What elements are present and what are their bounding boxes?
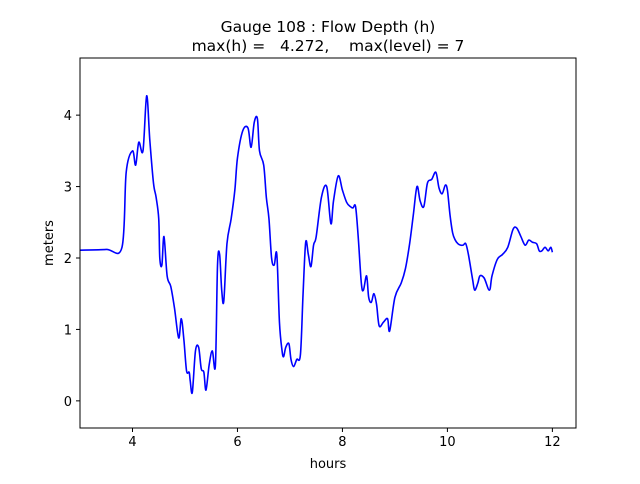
plot-content <box>79 95 554 395</box>
y-axis-label: meters <box>42 220 57 266</box>
y-tick-label: 3 <box>64 181 72 196</box>
y-tick-label: 2 <box>64 252 72 267</box>
chart-subtitle: max(h) = 4.272, max(level) = 7 <box>192 37 465 55</box>
y-tick-label: 0 <box>64 395 72 410</box>
y-tick-label: 4 <box>64 109 72 124</box>
chart-title: Gauge 108 : Flow Depth (h) <box>221 18 436 36</box>
x-tick-label: 4 <box>128 435 136 450</box>
x-tick-label: 10 <box>439 435 456 450</box>
x-tick-label: 12 <box>544 435 561 450</box>
flow-depth-series-line <box>79 95 554 395</box>
plot-frame <box>79 57 577 429</box>
x-tick-label: 6 <box>233 435 241 450</box>
x-axis-label: hours <box>310 457 347 472</box>
y-tick-label: 1 <box>64 323 72 338</box>
plot-area <box>80 58 576 428</box>
x-tick-label: 8 <box>338 435 346 450</box>
